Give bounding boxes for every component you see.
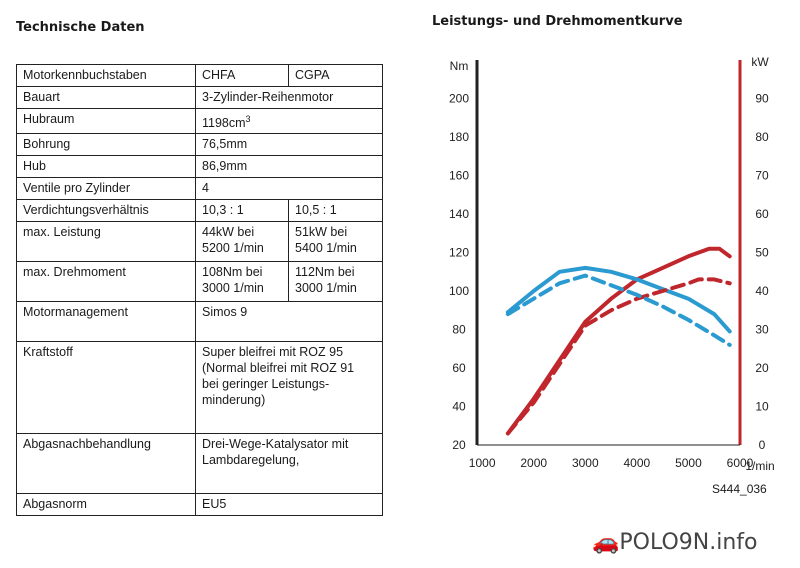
- series-line-3: [505, 277, 732, 436]
- spec-value-cgpa: 112Nm bei 3000 1/min: [288, 261, 383, 303]
- car-icon: 🚗: [592, 530, 620, 555]
- watermark: 🚗POLO9N.info: [592, 530, 758, 555]
- y-right-tick-label: 40: [755, 284, 769, 298]
- spec-value: 3-Zylinder-Reihenmotor: [195, 86, 383, 109]
- y-right-unit: kW: [751, 55, 769, 69]
- spec-row: Hubraum 1198cm3: [16, 107, 383, 135]
- x-tick-label: 5000: [675, 456, 702, 470]
- y-left-unit: Nm: [450, 59, 469, 73]
- spec-value: Simos 9: [195, 301, 383, 343]
- spec-value-chfa: 10,3 : 1: [195, 199, 289, 223]
- y-right-tick-label: 10: [755, 400, 769, 414]
- spec-label: Ventile pro Zylinder: [16, 177, 196, 201]
- series-line-2: [505, 265, 732, 334]
- y-left-tick-label: 180: [449, 130, 469, 144]
- figure-code: S444_036: [712, 482, 767, 496]
- spec-label: max. Drehmoment: [16, 261, 196, 303]
- spec-value-cgpa: 51kW bei 5400 1/min: [288, 221, 383, 263]
- chart-title: Leistungs- und Drehmomentkurve: [432, 14, 683, 29]
- power-torque-chart: Nm kW1/min2040608010012014016018020001020…: [449, 55, 775, 473]
- x-tick-label: 4000: [624, 456, 651, 470]
- x-tick-label: 3000: [572, 456, 599, 470]
- spec-row: Bauart 3-Zylinder-Reihenmotor: [16, 86, 383, 109]
- y-right-tick-label: 30: [755, 323, 769, 337]
- y-left-tick-label: 140: [449, 207, 469, 221]
- technical-data-title: Technische Daten: [16, 20, 145, 35]
- spec-row: Ventile pro Zylinder 4: [16, 177, 383, 201]
- spec-row: Abgasnorm EU5: [16, 493, 383, 517]
- y-right-tick-label: 60: [755, 207, 769, 221]
- y-left-tick-label: 40: [452, 400, 466, 414]
- y-right-tick-label: 70: [755, 169, 769, 183]
- spec-row: Motorkennbuchstaben CHFA CGPA: [16, 64, 383, 87]
- spec-table: Motorkennbuchstaben CHFA CGPA Bauart 3-Zylin…: [16, 64, 383, 517]
- x-unit: 1/min: [745, 459, 774, 473]
- spec-label: Motorkennbuchstaben: [16, 64, 196, 87]
- spec-value: Super bleifrei mit ROZ 95 (Normal bleifre…: [195, 341, 383, 435]
- spec-label: Verdichtungsverhältnis: [16, 199, 196, 223]
- y-left-tick-label: 100: [449, 284, 469, 298]
- x-tick-label: 1000: [469, 456, 496, 470]
- x-tick-label: 6000: [727, 456, 754, 470]
- y-left-tick-label: 160: [449, 169, 469, 183]
- spec-value: 1198cm3: [195, 107, 383, 135]
- series-line-1: [505, 246, 732, 436]
- spec-label: max. Leistung: [16, 221, 196, 263]
- spec-value-cgpa: 10,5 : 1: [288, 199, 383, 223]
- y-right-tick-label: 0: [759, 438, 766, 452]
- series-line-4: [505, 273, 732, 347]
- y-right-tick-label: 80: [755, 130, 769, 144]
- y-left-tick-label: 20: [452, 438, 466, 452]
- spec-row: Abgasnachbehandlung Drei-Wege-Katalysator…: [16, 433, 383, 495]
- y-left-tick-label: 60: [452, 361, 466, 375]
- x-tick-label: 2000: [520, 456, 547, 470]
- spec-label: Bauart: [16, 86, 196, 109]
- spec-label: Hubraum: [16, 107, 196, 135]
- spec-label: Kraftstoff: [16, 341, 196, 435]
- spec-row: Verdichtungsverhältnis 10,3 : 1 10,5 : 1: [16, 199, 383, 223]
- spec-label: Hub: [16, 155, 196, 179]
- y-left-tick-label: 120: [449, 246, 469, 260]
- y-right-tick-label: 20: [755, 361, 769, 375]
- spec-value-chfa: 108Nm bei 3000 1/min: [195, 261, 289, 303]
- y-right-tick-label: 90: [755, 92, 769, 106]
- y-left-tick-label: 200: [449, 92, 469, 106]
- spec-value: 4: [195, 177, 383, 201]
- spec-value-cgpa: CGPA: [288, 64, 383, 87]
- spec-value-chfa: CHFA: [195, 64, 289, 87]
- spec-row: max. Leistung 44kW bei 5200 1/min 51kW bei 5…: [16, 221, 383, 263]
- spec-label: Abgasnorm: [16, 493, 196, 517]
- spec-value: 76,5mm: [195, 133, 383, 157]
- spec-label: Motormanagement: [16, 301, 196, 343]
- spec-row: Motormanagement Simos 9: [16, 301, 383, 343]
- watermark-text: POLO9N.info: [619, 530, 758, 555]
- spec-value: EU5: [195, 493, 383, 517]
- spec-row: max. Drehmoment 108Nm bei 3000 1/min 112Nm …: [16, 261, 383, 303]
- spec-value: Drei-Wege-Katalysator mit Lambdaregelung,: [195, 433, 383, 495]
- spec-value: 86,9mm: [195, 155, 383, 179]
- y-left-tick-label: 80: [452, 323, 466, 337]
- spec-row: Bohrung 76,5mm: [16, 133, 383, 157]
- spec-row: Kraftstoff Super bleifrei mit ROZ 95 (Norm…: [16, 341, 383, 435]
- y-right-tick-label: 50: [755, 246, 769, 260]
- spec-label: Abgasnachbehandlung: [16, 433, 196, 495]
- spec-row: Hub 86,9mm: [16, 155, 383, 179]
- spec-value-chfa: 44kW bei 5200 1/min: [195, 221, 289, 263]
- spec-label: Bohrung: [16, 133, 196, 157]
